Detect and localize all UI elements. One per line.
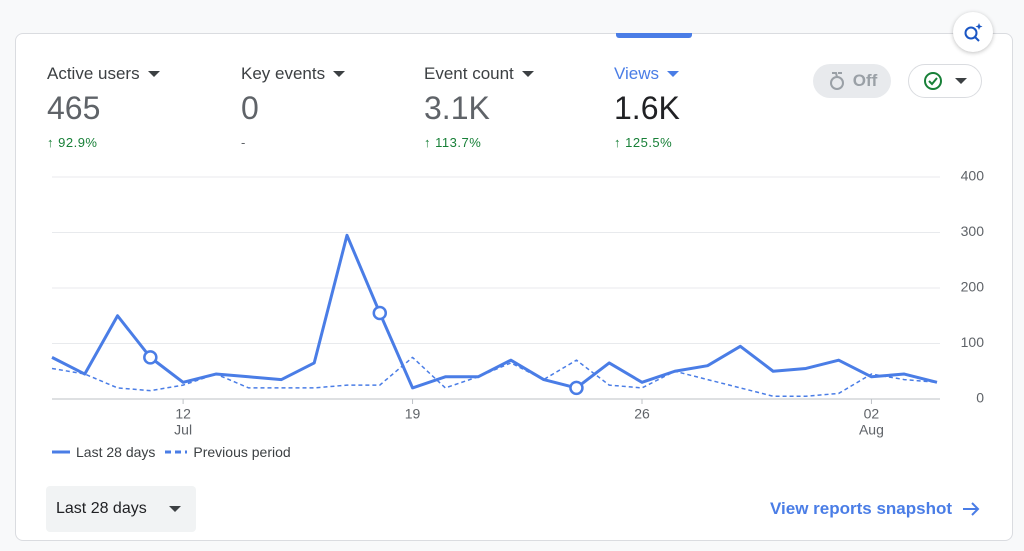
legend-entry: Last 28 days: [52, 444, 155, 460]
icon: [924, 72, 942, 90]
toggle-label: Off: [852, 71, 878, 90]
legend-swatch: [165, 450, 188, 454]
x-tick-label: 26: [634, 406, 650, 422]
card: Active users 465 ↑ 92.9% Key events 0 - …: [15, 33, 1013, 541]
legend-entry: Previous period: [165, 444, 291, 460]
metric-value: 0: [241, 90, 259, 126]
point-marker: [569, 380, 584, 396]
metric-label: Key events: [241, 64, 346, 84]
legend-swatch: [52, 450, 70, 454]
date-range-dropdown[interactable]: Last 28 days: [46, 486, 196, 532]
x-tick-label: 12: [175, 406, 191, 422]
x-tick-sublabel: Jul: [174, 422, 192, 438]
metric-change: ↑ 92.9%: [47, 135, 98, 150]
y-tick-label: 400: [961, 168, 985, 184]
x-tick-label: 19: [405, 406, 421, 422]
point-marker: [372, 305, 388, 321]
status-dropdown[interactable]: [908, 64, 982, 98]
y-tick-label: 0: [976, 390, 984, 406]
icon: [963, 502, 980, 516]
y-tick-label: 200: [961, 279, 985, 295]
view-reports-link[interactable]: View reports snapshot: [770, 499, 980, 519]
metric-label: Views: [614, 64, 680, 84]
metric[interactable]: Active users 465 ↑ 92.9%: [47, 64, 160, 150]
metric-label: Event count: [424, 64, 534, 84]
icon: [964, 23, 983, 42]
y-tick-label: 100: [961, 334, 985, 350]
metric[interactable]: Views 1.6K ↑ 125.5%: [614, 64, 680, 150]
selected-indicator: [616, 33, 692, 38]
metric-change: ↑ 113.7%: [424, 135, 482, 150]
metric-value: 1.6K: [614, 90, 680, 126]
metric-change: -: [241, 135, 246, 150]
metric-change: ↑ 125.5%: [614, 135, 673, 150]
metric-value: 465: [47, 90, 101, 126]
y-tick-label: 300: [961, 223, 985, 239]
metric-label: Active users: [47, 64, 160, 84]
x-tick-sublabel: Aug: [859, 422, 884, 438]
legend: Last 28 days Previous period: [52, 444, 291, 460]
icon: [829, 72, 844, 90]
series-line: [51, 356, 938, 397]
point-marker: [143, 350, 158, 365]
series-line: [51, 233, 938, 390]
insights-toggle[interactable]: Off: [813, 64, 891, 98]
search-insights-button[interactable]: [953, 12, 993, 52]
metric-value: 3.1K: [424, 90, 490, 126]
metric[interactable]: Event count 3.1K ↑ 113.7%: [424, 64, 534, 150]
x-tick-label: 02: [864, 406, 880, 422]
metric[interactable]: Key events 0 -: [241, 64, 346, 150]
